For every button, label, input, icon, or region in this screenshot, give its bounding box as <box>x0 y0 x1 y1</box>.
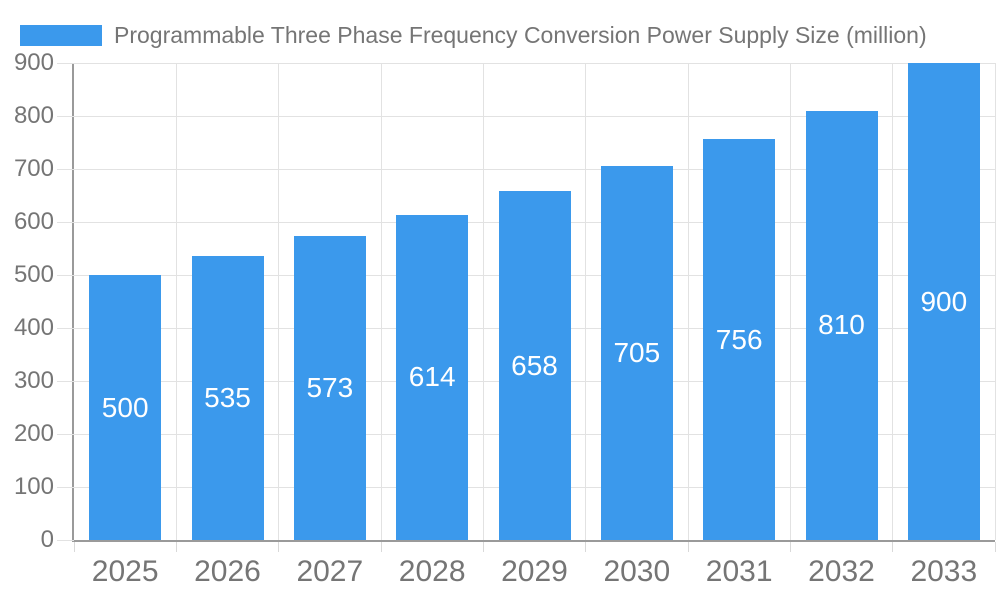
bar-2033[interactable]: 900 <box>907 63 980 540</box>
bar-2027[interactable]: 573 <box>293 236 366 540</box>
v-gridline <box>585 63 587 540</box>
y-axis-label: 700 <box>13 155 54 182</box>
y-axis-label: 400 <box>13 314 54 341</box>
x-axis-label: 2029 <box>501 555 568 588</box>
bar-value-label: 900 <box>920 285 968 317</box>
plot-area: 500 535 573 614 658 705 756 810 900 <box>72 62 996 542</box>
x-tick <box>380 542 382 552</box>
bar-2028[interactable]: 614 <box>396 214 469 540</box>
x-axis-label: 2032 <box>808 555 875 588</box>
legend-item[interactable]: Programmable Three Phase Frequency Conve… <box>20 22 927 48</box>
h-gridline <box>74 62 995 64</box>
v-gridline <box>789 63 791 540</box>
y-tick <box>57 486 74 488</box>
x-axis-label: 2025 <box>91 555 159 588</box>
x-tick <box>278 542 280 552</box>
bar-value-label: 573 <box>306 372 354 404</box>
y-tick <box>57 168 74 170</box>
y-tick <box>57 380 74 382</box>
y-axis-label: 200 <box>13 420 54 447</box>
x-tick <box>585 542 587 552</box>
bar-value-label: 810 <box>818 309 865 341</box>
bar-2031[interactable]: 756 <box>703 139 776 540</box>
y-tick <box>57 274 74 276</box>
y-tick <box>57 539 74 541</box>
y-axis-label: 100 <box>13 473 54 500</box>
bar-2029[interactable]: 658 <box>498 191 571 540</box>
x-axis-label: 2028 <box>398 555 466 588</box>
x-axis-label: 2033 <box>910 555 978 588</box>
x-tick <box>175 542 177 552</box>
legend-swatch-icon <box>20 24 102 46</box>
bar-value-label: 535 <box>204 382 251 414</box>
y-axis-label: 800 <box>13 102 54 129</box>
bar-2030[interactable]: 705 <box>600 166 673 540</box>
y-axis-label: 500 <box>13 261 54 288</box>
x-axis-label: 2026 <box>194 555 261 588</box>
bar-2025[interactable]: 500 <box>89 275 162 540</box>
y-tick <box>57 433 74 435</box>
y-tick <box>57 327 74 329</box>
v-gridline <box>278 63 280 540</box>
y-axis-label: 600 <box>13 208 54 235</box>
x-tick <box>73 542 75 552</box>
bar-value-label: 500 <box>101 391 149 423</box>
x-axis-label: 2030 <box>603 555 671 588</box>
bar-value-label: 614 <box>408 361 456 393</box>
bar-value-label: 658 <box>511 349 558 381</box>
y-axis-label: 0 <box>40 526 54 553</box>
x-tick <box>687 542 689 552</box>
v-gridline <box>994 63 996 540</box>
x-tick <box>482 542 484 552</box>
v-gridline <box>892 63 894 540</box>
bar-value-label: 756 <box>715 323 763 355</box>
x-axis-label: 2031 <box>705 555 773 588</box>
x-tick <box>994 542 996 552</box>
bar-2032[interactable]: 810 <box>805 110 878 540</box>
x-tick <box>789 542 791 552</box>
h-gridline <box>74 168 995 170</box>
y-tick <box>57 62 74 64</box>
v-gridline <box>482 63 484 540</box>
bar-value-label: 705 <box>613 337 661 369</box>
y-axis-label: 900 <box>13 49 54 76</box>
bar-2026[interactable]: 535 <box>191 256 264 540</box>
y-tick <box>57 115 74 117</box>
y-axis-label: 300 <box>13 367 54 394</box>
x-tick <box>892 542 894 552</box>
v-gridline <box>380 63 382 540</box>
x-axis-label: 2027 <box>296 555 364 588</box>
y-tick <box>57 221 74 223</box>
v-gridline <box>175 63 177 540</box>
h-gridline <box>74 115 995 117</box>
v-gridline <box>687 63 689 540</box>
legend-label: Programmable Three Phase Frequency Conve… <box>114 22 927 48</box>
